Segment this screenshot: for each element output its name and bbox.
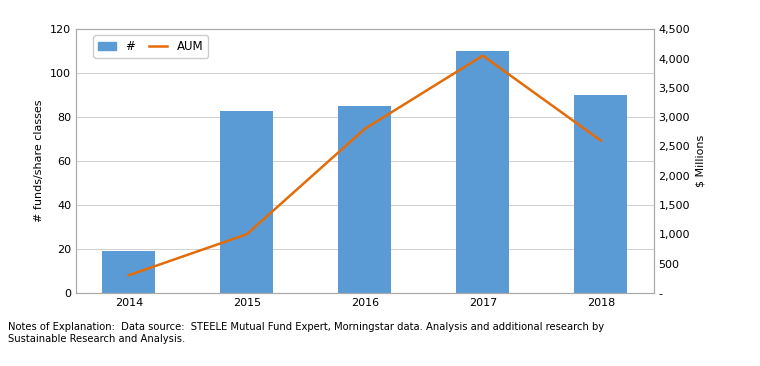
Y-axis label: # funds/share classes: # funds/share classes (34, 100, 44, 222)
Text: Notes of Explanation:  Data source:  STEELE Mutual Fund Expert, Morningstar data: Notes of Explanation: Data source: STEEL… (8, 322, 603, 344)
Legend: #, AUM: #, AUM (93, 35, 208, 57)
Y-axis label: $ Millions: $ Millions (695, 135, 705, 187)
Bar (220, 111, 274, 293)
Bar (575, 95, 627, 293)
Bar (103, 251, 155, 293)
Bar (338, 106, 391, 293)
Bar (456, 51, 509, 293)
